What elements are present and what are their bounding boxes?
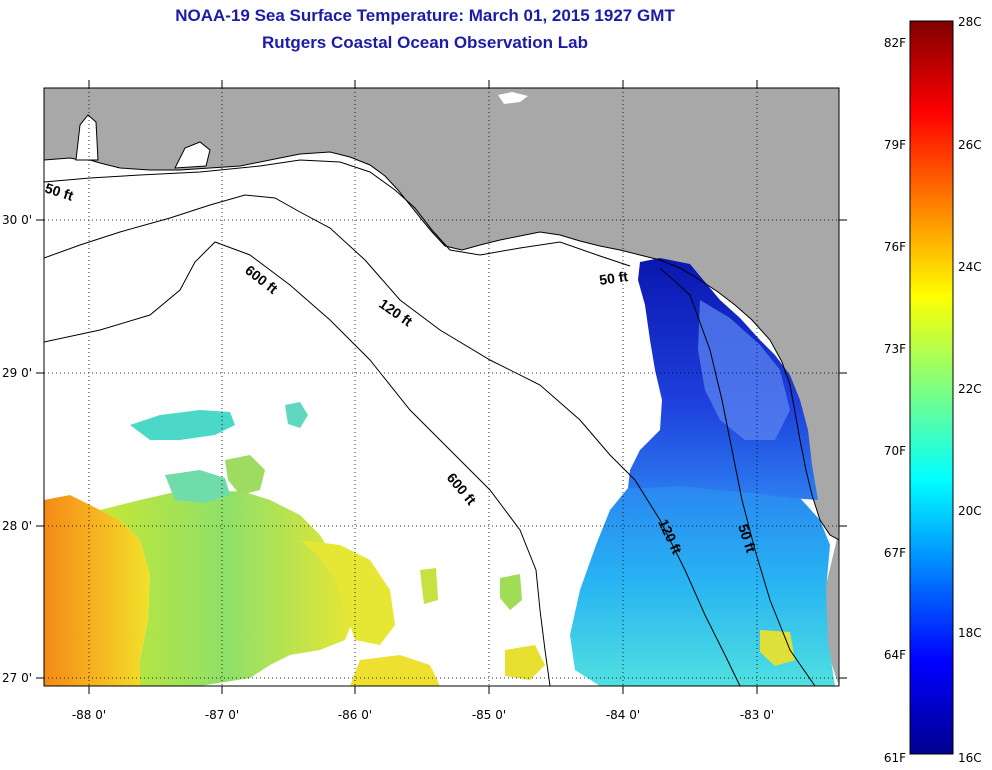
colorbar-c-label: 28C xyxy=(958,15,982,29)
contour-50ft-north xyxy=(44,159,631,267)
lon-tick-label: -83 0' xyxy=(740,708,774,722)
colorbar-c-labels: 28C 26C 24C 22C 20C 18C 16C xyxy=(958,15,982,765)
map-title: NOAA-19 Sea Surface Temperature: March 0… xyxy=(175,6,675,25)
colorbar-f-label: 61F xyxy=(884,751,906,765)
colorbar-f-label: 70F xyxy=(884,444,906,458)
sst-small-patch-3 xyxy=(505,645,545,680)
lon-tick-label: -85 0' xyxy=(472,708,506,722)
lon-tick-label: -87 0' xyxy=(205,708,239,722)
colorbar-c-label: 26C xyxy=(958,138,982,152)
sst-west-warm xyxy=(44,495,150,686)
map-subtitle: Rutgers Coastal Ocean Observation Lab xyxy=(262,33,588,52)
colorbar-f-label: 79F xyxy=(884,138,906,152)
bay-inlet xyxy=(174,141,211,169)
colorbar-f-label: 67F xyxy=(884,546,906,560)
sst-small-patch-4 xyxy=(420,568,438,604)
colorbar-c-label: 22C xyxy=(958,382,982,396)
colorbar-c-label: 18C xyxy=(958,626,982,640)
tick-marks xyxy=(36,80,847,694)
map-area xyxy=(44,88,839,686)
colorbar-c-label: 24C xyxy=(958,260,982,274)
mobile-bay-inlet xyxy=(75,114,99,161)
sst-north-patch-3 xyxy=(225,455,265,495)
colorbar-f-labels: 82F 79F 76F 73F 70F 67F 64F 61F xyxy=(884,36,906,765)
colorbar-f-label: 76F xyxy=(884,240,906,254)
sst-central-east xyxy=(300,540,395,645)
contour-600ft xyxy=(44,241,551,686)
contour-50ft-east xyxy=(659,267,816,686)
colorbar xyxy=(909,20,954,755)
lat-tick-label: 29 0' xyxy=(2,366,32,380)
colorbar-f-label: 73F xyxy=(884,342,906,356)
coastline xyxy=(44,151,839,541)
colorbar-c-label: 16C xyxy=(958,751,982,765)
lat-tick-label: 30 0' xyxy=(2,213,32,227)
contour-120ft xyxy=(44,194,741,686)
map-frame xyxy=(43,87,840,687)
sst-small-patch xyxy=(285,402,308,428)
lon-tick-label: -86 0' xyxy=(338,708,372,722)
lat-tick-labels: 30 0' 29 0' 28 0' 27 0' xyxy=(2,213,32,685)
colorbar-c-label: 20C xyxy=(958,504,982,518)
sst-small-patch-2 xyxy=(500,574,522,610)
sst-north-patch-2 xyxy=(165,470,230,503)
colorbar-f-label: 82F xyxy=(884,36,906,50)
contour-label: 50 ft xyxy=(598,268,629,288)
lake-patch xyxy=(498,92,528,104)
sst-central-gulf xyxy=(100,490,355,686)
sst-north-patch-1 xyxy=(130,410,235,440)
land-mass xyxy=(44,88,839,540)
colorbar-f-label: 64F xyxy=(884,648,906,662)
lon-tick-label: -88 0' xyxy=(72,708,106,722)
sst-florida-shelf xyxy=(570,480,835,686)
sst-shelf-warm xyxy=(760,630,795,666)
graticule xyxy=(44,88,839,686)
lon-tick-labels: -88 0' -87 0' -86 0' -85 0' -84 0' -83 0… xyxy=(72,708,774,722)
lat-tick-label: 27 0' xyxy=(2,671,32,685)
sst-big-bend-light xyxy=(698,300,790,440)
lat-tick-label: 28 0' xyxy=(2,519,32,533)
lon-tick-label: -84 0' xyxy=(606,708,640,722)
